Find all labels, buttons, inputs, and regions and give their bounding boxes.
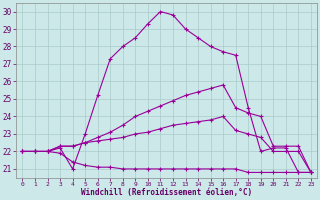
X-axis label: Windchill (Refroidissement éolien,°C): Windchill (Refroidissement éolien,°C) bbox=[81, 188, 252, 197]
